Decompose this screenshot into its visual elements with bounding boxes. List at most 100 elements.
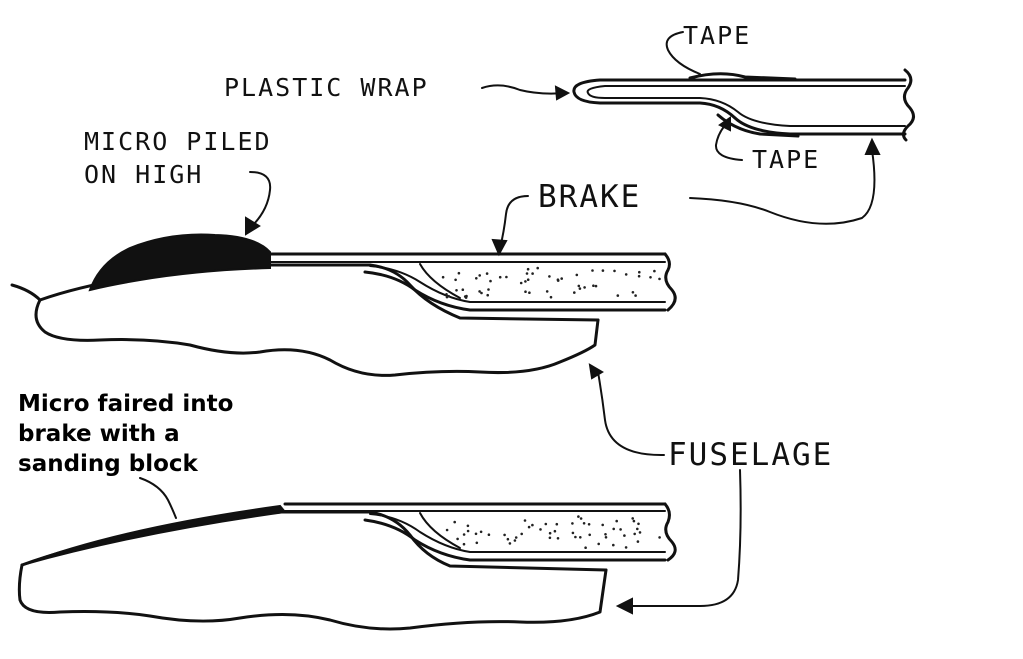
foam-speckle (548, 531, 552, 535)
foam-speckle (556, 537, 560, 540)
micro-piled-blob (88, 233, 271, 292)
foam-speckle (578, 287, 582, 290)
foam-speckle (615, 519, 618, 523)
brake-to-wrap-arrowhead (864, 137, 881, 155)
label-micro-faired-2: brake with a (18, 421, 180, 447)
foam-speckle (441, 275, 445, 279)
foam-speckle (579, 517, 583, 520)
foam-speckle (584, 546, 587, 549)
foam-speckle (604, 536, 608, 539)
foam-speckle (466, 529, 470, 533)
foam-speckle (506, 537, 510, 541)
brake-bottom-lower-inner (369, 513, 666, 553)
brake-middle-lower-skin (363, 270, 667, 312)
foam-speckle (632, 519, 636, 523)
foam-speckle (653, 269, 656, 273)
brake-middle-break (663, 252, 677, 312)
foam-speckle (520, 532, 523, 536)
foam-speckle (634, 294, 637, 297)
foam-core-bottom-dots (445, 515, 661, 549)
foam-speckle (604, 533, 607, 536)
foam-speckle (555, 522, 559, 526)
foam-speckle (545, 290, 549, 293)
foam-speckle (463, 295, 467, 298)
foam-speckle (445, 295, 449, 299)
foam-speckle (591, 269, 594, 272)
foam-speckle (454, 278, 457, 282)
foam-core-middle-dots (441, 266, 661, 299)
foam-speckle (474, 532, 478, 536)
foam-speckle (524, 280, 527, 283)
fuselage-middle-arrowhead (588, 363, 604, 380)
foam-speckle (638, 531, 642, 534)
foam-speckle (479, 530, 483, 534)
foam-speckle (601, 269, 605, 272)
foam-speckle (455, 289, 458, 292)
tape-top-leader (665, 31, 701, 75)
foam-speckle (631, 291, 635, 294)
brake-tip-inner (586, 85, 906, 127)
foam-speckle (508, 542, 512, 545)
foam-speckle (487, 533, 491, 536)
foam-speckle (601, 523, 604, 527)
label-tape-top: TAPE (683, 21, 751, 50)
micro-faired-wedge (21, 504, 287, 566)
foam-speckle (466, 524, 470, 528)
foam-speckle (577, 284, 581, 288)
foam-speckle (573, 291, 576, 294)
foam-speckle (588, 533, 591, 537)
brake-bottom-break (663, 502, 677, 562)
foam-speckle (638, 270, 641, 274)
label-brake: BRAKE (538, 179, 641, 215)
foam-speckle (513, 539, 517, 542)
foam-speckle (526, 278, 530, 282)
micro-piled-leader (249, 171, 272, 227)
foam-speckle (526, 267, 530, 271)
label-micro-faired-3: sanding block (18, 451, 199, 477)
label-micro-piled-2: ON HIGH (84, 160, 203, 189)
brake-middle-lower-inner (369, 265, 666, 303)
wrap-detail (481, 31, 915, 225)
label-micro-piled-1: MICRO PILED (84, 127, 272, 156)
foam-speckle (571, 531, 575, 535)
plastic-wrap-outline (572, 78, 907, 136)
foam-speckle (523, 519, 527, 522)
foam-speckle (480, 291, 483, 295)
foam-speckle (623, 534, 626, 537)
foam-speckle (485, 272, 489, 275)
brake-bottom-core-edge (419, 512, 461, 549)
foam-speckle (462, 533, 466, 536)
foam-speckle (631, 517, 634, 520)
tape-top-strip (688, 72, 797, 81)
foam-speckle (456, 537, 459, 541)
foam-speckle (457, 271, 461, 275)
foam-speckle (524, 290, 527, 294)
foam-speckle (548, 536, 552, 540)
foam-speckle (658, 277, 661, 281)
foam-speckle (489, 279, 492, 283)
foam-speckle (612, 527, 615, 531)
fuselage-bottom-arrowhead (615, 597, 633, 615)
faired-detail (17, 469, 742, 631)
foam-speckle (461, 288, 465, 292)
foam-speckle (475, 277, 478, 280)
foam-speckle (531, 523, 534, 527)
tape-bottom-arrowhead (718, 116, 731, 132)
foam-speckle (637, 274, 641, 278)
foam-speckle (636, 527, 639, 531)
foam-speckle (560, 277, 563, 280)
foam-speckle (582, 522, 586, 525)
foam-speckle (579, 536, 582, 539)
micro-faired-leader (139, 477, 177, 519)
foam-speckle (531, 272, 534, 275)
foam-speckle (548, 275, 551, 278)
plastic-wrap-arrowhead (554, 85, 571, 101)
piled-detail (10, 171, 677, 457)
fuselage-middle-leader (597, 371, 665, 457)
foam-speckle (592, 284, 595, 288)
foam-speckle (577, 515, 580, 518)
foam-speckle (587, 523, 591, 526)
foam-speckle (597, 542, 600, 546)
foam-speckle (633, 532, 636, 536)
